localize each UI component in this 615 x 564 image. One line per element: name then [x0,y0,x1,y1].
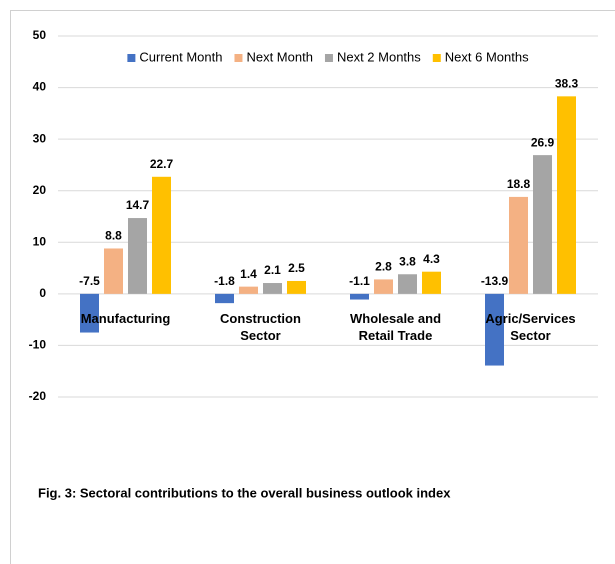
data-label: 1.4 [240,267,257,281]
bar [80,293,99,333]
legend-label: Next 6 Months [445,49,529,64]
bar [350,293,369,300]
y-tick-label: 30 [33,131,47,145]
data-label: -1.8 [214,274,235,288]
bar [485,293,504,366]
data-label: 2.8 [375,260,392,274]
y-tick-label: 40 [33,80,47,94]
bar [215,293,234,304]
bar [374,279,393,294]
data-label: -7.5 [79,274,100,288]
data-label: -13.9 [481,274,509,288]
bar [104,248,123,294]
data-label: 22.7 [150,157,174,171]
y-tick-label: -10 [29,338,47,352]
legend-swatch [127,54,136,62]
x-tick-label: Construction Sector [220,310,301,343]
bar [533,155,552,294]
data-label: 14.7 [126,198,150,212]
x-tick-label: Agric/Services Sector [485,310,576,343]
data-label: -1.1 [349,274,370,288]
bar [152,176,171,294]
caption: Fig. 3: Sectoral contributions to the ov… [38,485,451,500]
y-tick-label: -20 [29,389,47,403]
y-tick-label: 10 [33,234,47,248]
legend-swatch [432,54,441,62]
x-tick-label: Manufacturing [80,310,171,326]
legend-swatch [324,54,333,62]
data-label: 18.8 [507,177,531,191]
bar [128,218,147,294]
bar [398,274,417,294]
y-tick-label: 50 [33,28,47,42]
data-label: 2.1 [264,263,281,277]
data-label: 2.5 [288,261,305,275]
legend-label: Next Month [246,49,312,64]
frame [10,10,615,564]
bar [263,283,282,294]
data-label: 8.8 [105,229,122,243]
x-tick-label: Wholesale and Retail Trade [349,310,442,343]
data-label: 3.8 [399,254,416,268]
data-label: 4.3 [423,252,440,266]
legend-label: Next 2 Months [337,49,421,64]
y-tick-label: 20 [33,183,47,197]
data-label: 38.3 [555,77,579,91]
bar [239,286,258,294]
legend-label: Current Month [139,49,222,64]
data-label: 26.9 [531,135,555,149]
legend-swatch [234,54,243,62]
bar [422,271,441,294]
y-tick-label: 0 [39,286,46,300]
bar [509,196,528,294]
bar [287,280,306,294]
bar [557,96,576,294]
